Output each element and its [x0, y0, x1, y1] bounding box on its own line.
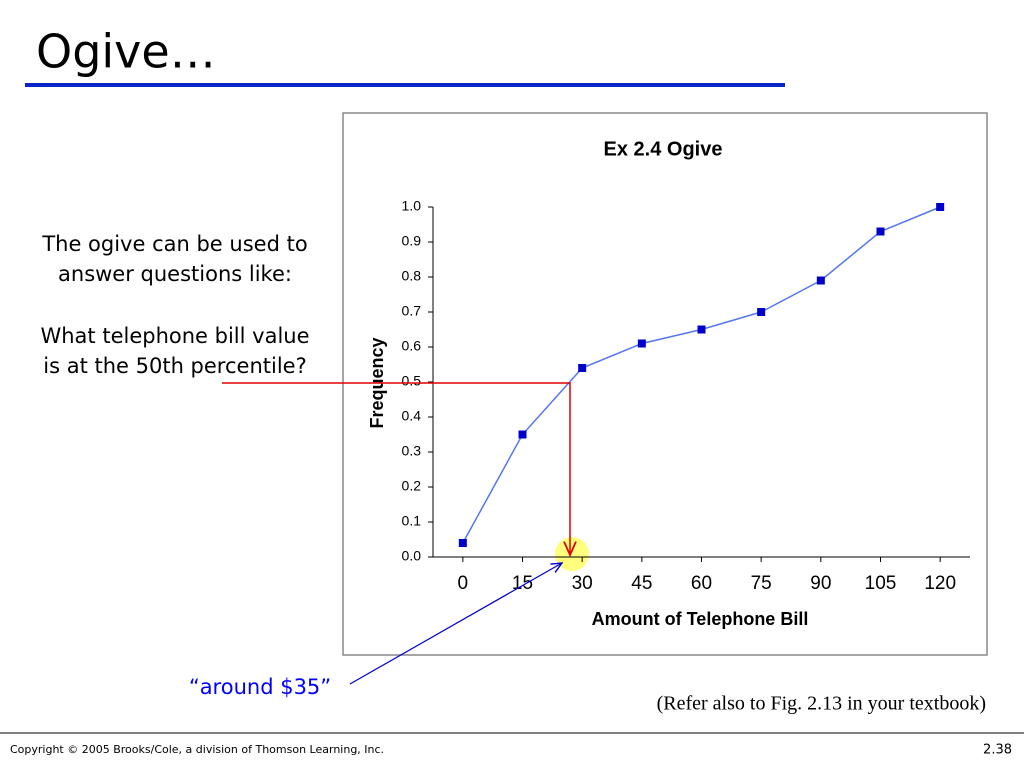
point — [518, 430, 527, 439]
y-tick-label: 0.6 — [402, 338, 422, 354]
y-tick-label: 0.9 — [402, 233, 422, 249]
slide-title: Ogive… — [36, 25, 216, 79]
page-number: 2.38 — [983, 743, 1012, 758]
x-tick-label: 0 — [458, 573, 469, 594]
annotation-arrow — [349, 563, 562, 685]
point — [876, 227, 885, 236]
y-tick-label: 0.0 — [402, 548, 422, 564]
body-line: The ogive can be used to — [41, 232, 307, 256]
point — [816, 276, 825, 285]
plot: 0.0 0.1 0.2 0.3 0.4 0.5 0.6 0.7 0.8 0.9 1.0 0 15 30 45… — [402, 198, 970, 594]
footer: Copyright © 2005 Brooks/Cole, a division… — [10, 743, 384, 756]
x-tick-label: 60 — [691, 573, 712, 594]
x-tick-label: 105 — [865, 573, 897, 594]
y-tick-label: 0.5 — [402, 373, 422, 389]
point — [637, 339, 646, 348]
y-tick-label: 0.7 — [402, 303, 422, 319]
point — [458, 539, 467, 547]
y-tick-label: 0.1 — [402, 513, 422, 529]
point — [757, 308, 766, 316]
x-tick-label: 15 — [512, 573, 533, 594]
point — [936, 203, 945, 211]
x-axis-label: Amount of Telephone Bill — [592, 609, 809, 629]
chart-title: Ex 2.4 Ogive — [604, 138, 723, 160]
percentile-arrow — [222, 382, 570, 555]
annotation: “around $35” — [189, 675, 331, 699]
reference: (Refer also to Fig. 2.13 in your textboo… — [657, 693, 986, 715]
x-tick-label: 45 — [631, 573, 652, 594]
y-tick-label: 0.8 — [402, 268, 422, 284]
x-tick-label: 75 — [751, 573, 772, 594]
body-line: is at the 50th percentile? — [43, 354, 306, 378]
point — [578, 364, 587, 372]
body-line: What telephone bill value — [40, 324, 309, 348]
y-tick-label: 0.3 — [402, 443, 422, 459]
y-tick-label: 1.0 — [402, 198, 422, 214]
x-tick-label: 120 — [924, 573, 956, 594]
body-text: The ogive can be used to answer questions… — [40, 232, 309, 378]
y-tick-label: 0.4 — [402, 408, 422, 424]
body-line: answer questions like: — [58, 262, 292, 286]
highlight — [555, 537, 589, 571]
x-tick-label: 30 — [572, 573, 593, 594]
chart-frame — [342, 112, 988, 656]
x-tick-label: 90 — [810, 573, 831, 594]
y-tick-label: 0.2 — [402, 478, 422, 494]
point — [697, 325, 706, 334]
